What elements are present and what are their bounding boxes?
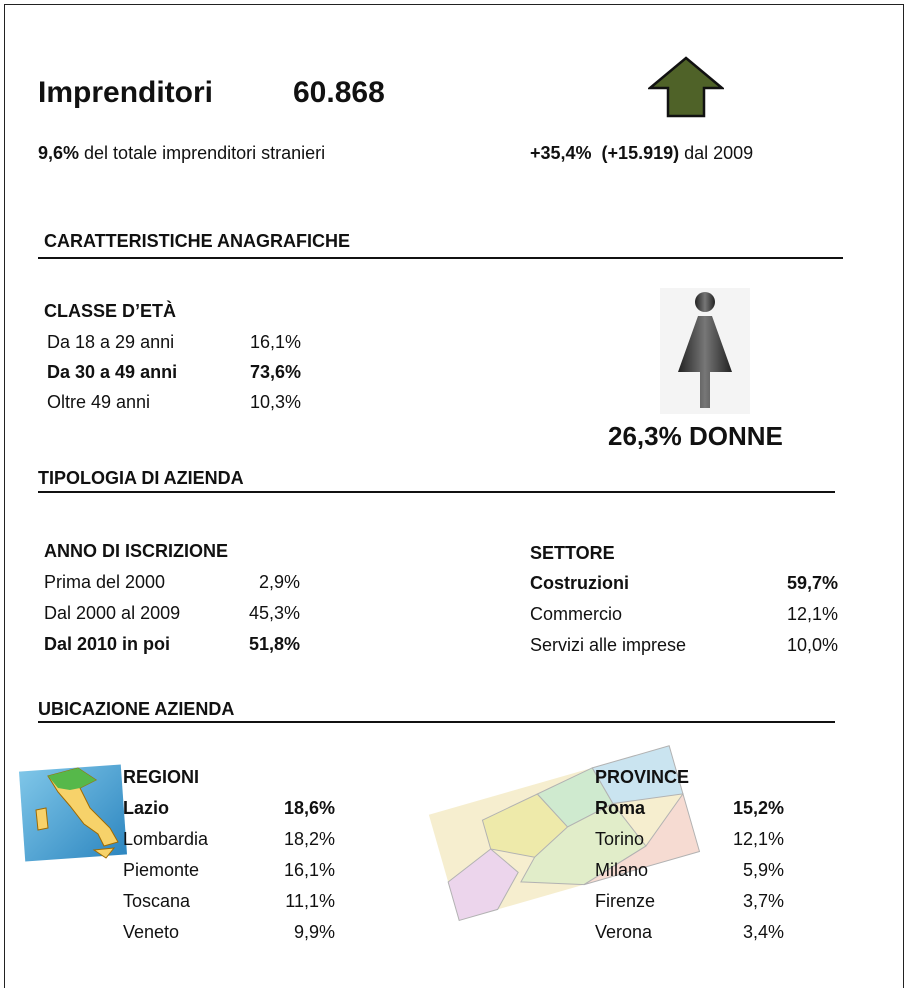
row-value: 12,1% [786, 604, 838, 624]
share-value: 9,6% [38, 143, 80, 163]
row-value: 10,3% [249, 392, 301, 412]
share: 9,6% del totale imprenditori stranieri [38, 143, 325, 164]
row-value: 73,6% [249, 362, 301, 382]
row-label: Veneto [123, 922, 180, 942]
row-label: Oltre 49 anni [47, 392, 151, 412]
growth-value: +35,4% (+15.919) [530, 143, 680, 163]
row-label: Costruzioni [530, 573, 629, 593]
row-label: Commercio [530, 604, 623, 624]
section-title: UBICAZIONE AZIENDA [38, 699, 235, 719]
row-label: Verona [595, 922, 653, 942]
row-value: 2,9% [258, 572, 300, 592]
row-value: 16,1% [283, 860, 335, 880]
row-value: 11,1% [285, 891, 335, 911]
row-label: Da 30 a 49 anni [47, 362, 178, 382]
row-value: 15,2% [732, 798, 784, 818]
row-value: 59,7% [786, 573, 838, 593]
share-text: del totale imprenditori stranieri [79, 143, 326, 163]
row-value: 3,7% [742, 891, 784, 911]
rule [38, 491, 835, 493]
row-label: Firenze [595, 891, 656, 911]
rule [38, 257, 843, 259]
row-value: 10,0% [786, 635, 838, 655]
row-label: Dal 2010 in poi [44, 634, 171, 654]
north-italy-map [428, 745, 701, 922]
title: Imprenditori [38, 76, 214, 109]
row-value: 51,8% [248, 634, 300, 654]
row-value: 16,1% [249, 332, 301, 352]
row-value: 45,3% [248, 603, 300, 623]
row-value: 18,6% [283, 798, 335, 818]
row-label: Piemonte [123, 860, 200, 880]
growth: +35,4% (+15.919) dal 2009 [530, 143, 753, 164]
rule [38, 721, 835, 723]
block-title: REGIONI [123, 767, 200, 787]
section-title: TIPOLOGIA DI AZIENDA [38, 468, 244, 488]
row-label: Toscana [123, 891, 191, 911]
row-label: Milano [595, 860, 649, 880]
row-label: Lombardia [123, 829, 209, 849]
italy-map [18, 764, 128, 862]
section-title: CARATTERISTICHE ANAGRAFICHE [44, 231, 350, 251]
woman-icon [660, 288, 750, 414]
row-value: 3,4% [742, 922, 784, 942]
total: 60.868 [293, 76, 385, 109]
row-label: Servizi alle imprese [530, 635, 687, 655]
row-label: Dal 2000 al 2009 [44, 603, 181, 623]
block-title: ANNO DI ISCRIZIONE [44, 541, 229, 561]
row-label: Da 18 a 29 anni [47, 332, 175, 352]
row-value: 9,9% [293, 922, 335, 942]
women: 26,3% DONNE [608, 421, 783, 451]
row-value: 12,1% [732, 829, 784, 849]
block-title: CLASSE D’ETÀ [44, 301, 177, 321]
row-label: Roma [595, 798, 646, 818]
growth-text: dal 2009 [679, 143, 754, 163]
row-value: 5,9% [742, 860, 784, 880]
row-label: Lazio [123, 798, 170, 818]
block-title: PROVINCE [595, 767, 690, 787]
up-arrow [648, 56, 724, 118]
row-label: Prima del 2000 [44, 572, 166, 592]
row-label: Torino [595, 829, 645, 849]
frame [4, 4, 904, 988]
row-value: 18,2% [283, 829, 335, 849]
block-title: SETTORE [530, 543, 615, 563]
